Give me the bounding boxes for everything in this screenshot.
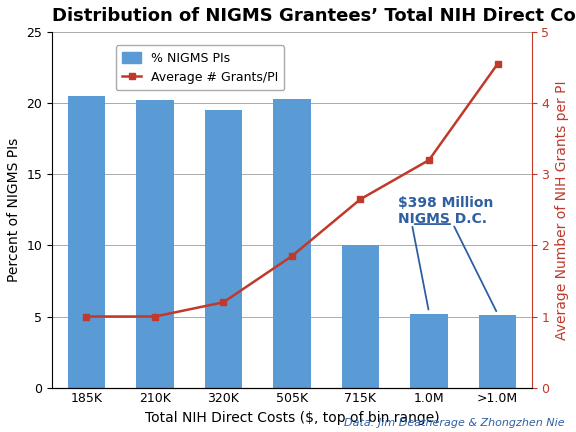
Bar: [67, 96, 105, 388]
Average # Grants/PI: [357, 197, 364, 202]
Average # Grants/PI: [151, 314, 158, 319]
Average # Grants/PI: [426, 158, 433, 163]
Legend: % NIGMS PIs, Average # Grants/PI: % NIGMS PIs, Average # Grants/PI: [116, 45, 285, 90]
Bar: [410, 314, 448, 388]
Line: Average # Grants/PI: Average # Grants/PI: [83, 60, 501, 320]
Average # Grants/PI: [494, 61, 501, 67]
Average # Grants/PI: [83, 314, 90, 319]
Average # Grants/PI: [289, 254, 295, 259]
Y-axis label: Average Number of NIH Grants per PI: Average Number of NIH Grants per PI: [555, 80, 569, 340]
Text: $398 Million
NIGMS D.C.: $398 Million NIGMS D.C.: [398, 196, 494, 226]
Bar: [479, 315, 516, 388]
Bar: [136, 100, 174, 388]
Bar: [204, 110, 242, 388]
Bar: [273, 99, 311, 388]
Text: Data: Jim Deatherage & Zhongzhen Nie: Data: Jim Deatherage & Zhongzhen Nie: [344, 418, 564, 428]
Bar: [342, 245, 380, 388]
Average # Grants/PI: [220, 300, 227, 305]
Text: Distribution of NIGMS Grantees’ Total NIH Direct Costs: Distribution of NIGMS Grantees’ Total NI…: [52, 7, 576, 25]
X-axis label: Total NIH Direct Costs ($, top of bin range): Total NIH Direct Costs ($, top of bin ra…: [145, 411, 439, 425]
Y-axis label: Percent of NIGMS PIs: Percent of NIGMS PIs: [7, 138, 21, 282]
